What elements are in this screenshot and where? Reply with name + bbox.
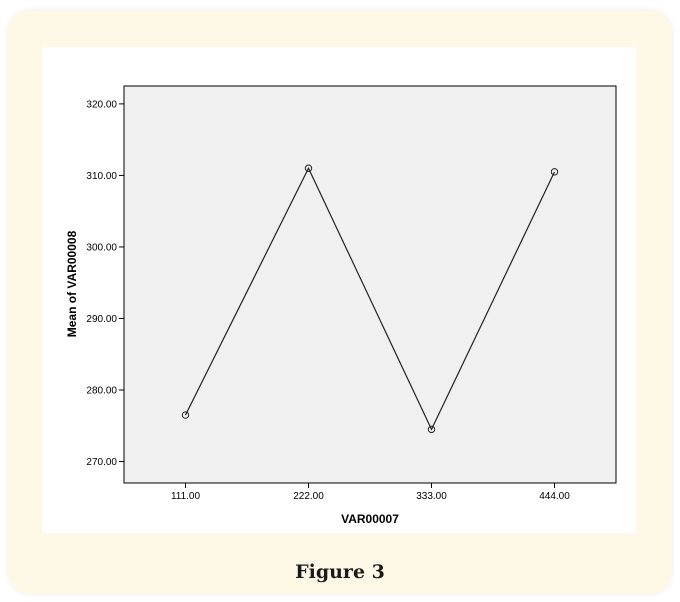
data-point-marker xyxy=(427,425,436,434)
y-tick-label: 290.00 xyxy=(86,314,117,325)
x-tick-label: 333.00 xyxy=(416,491,447,502)
x-axis: 111.00 222.00 333.00 444.00 xyxy=(171,483,570,502)
y-axis-label: Mean of VAR00008 xyxy=(65,230,79,337)
x-tick-label: 444.00 xyxy=(539,491,570,502)
y-tick-label: 280.00 xyxy=(86,386,117,397)
data-point-marker xyxy=(304,164,313,172)
data-point-marker xyxy=(550,168,559,176)
series-line xyxy=(184,166,556,431)
y-tick-label: 310.00 xyxy=(86,171,117,182)
x-tick-label: 111.00 xyxy=(171,491,201,502)
plot-area xyxy=(123,85,617,484)
y-axis: 270.00 280.00 290.00 300.00 310.00 320.00 xyxy=(86,99,124,468)
y-tick-label: 300.00 xyxy=(86,242,117,253)
y-tick-label: 320.00 xyxy=(86,99,117,110)
figure-caption: Figure 3 xyxy=(295,561,385,583)
series-group xyxy=(181,164,559,434)
y-tick-label: 270.00 xyxy=(86,457,117,468)
x-axis-label: VAR00007 xyxy=(341,512,399,526)
x-tick-label: 222.00 xyxy=(293,491,324,502)
data-point-marker xyxy=(181,411,190,419)
